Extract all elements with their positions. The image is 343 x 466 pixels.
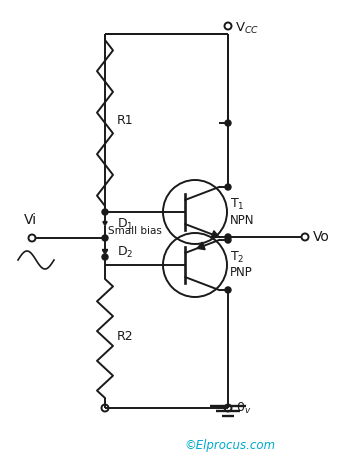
Text: 0$_v$: 0$_v$ bbox=[236, 400, 251, 416]
Text: Vo: Vo bbox=[313, 230, 330, 244]
Polygon shape bbox=[211, 231, 219, 238]
Text: NPN: NPN bbox=[230, 213, 255, 226]
Circle shape bbox=[102, 235, 108, 241]
Text: T$_1$: T$_1$ bbox=[230, 197, 245, 212]
Text: ©Elprocus.com: ©Elprocus.com bbox=[185, 439, 275, 452]
Text: D$_2$: D$_2$ bbox=[117, 245, 133, 260]
Text: D$_1$: D$_1$ bbox=[117, 216, 133, 232]
Text: Small bias: Small bias bbox=[108, 226, 162, 236]
Circle shape bbox=[225, 120, 231, 126]
Text: T$_2$: T$_2$ bbox=[230, 249, 244, 265]
Circle shape bbox=[225, 237, 231, 243]
Circle shape bbox=[225, 287, 231, 293]
Polygon shape bbox=[103, 222, 107, 226]
Circle shape bbox=[225, 184, 231, 190]
Polygon shape bbox=[102, 250, 108, 255]
Text: PNP: PNP bbox=[230, 267, 253, 280]
Text: R1: R1 bbox=[117, 115, 134, 128]
Circle shape bbox=[102, 209, 108, 215]
Text: V$_{CC}$: V$_{CC}$ bbox=[235, 21, 259, 35]
Text: Vi: Vi bbox=[23, 213, 37, 227]
Circle shape bbox=[225, 234, 231, 240]
Polygon shape bbox=[197, 242, 205, 250]
Text: R2: R2 bbox=[117, 330, 134, 343]
Circle shape bbox=[102, 254, 108, 260]
